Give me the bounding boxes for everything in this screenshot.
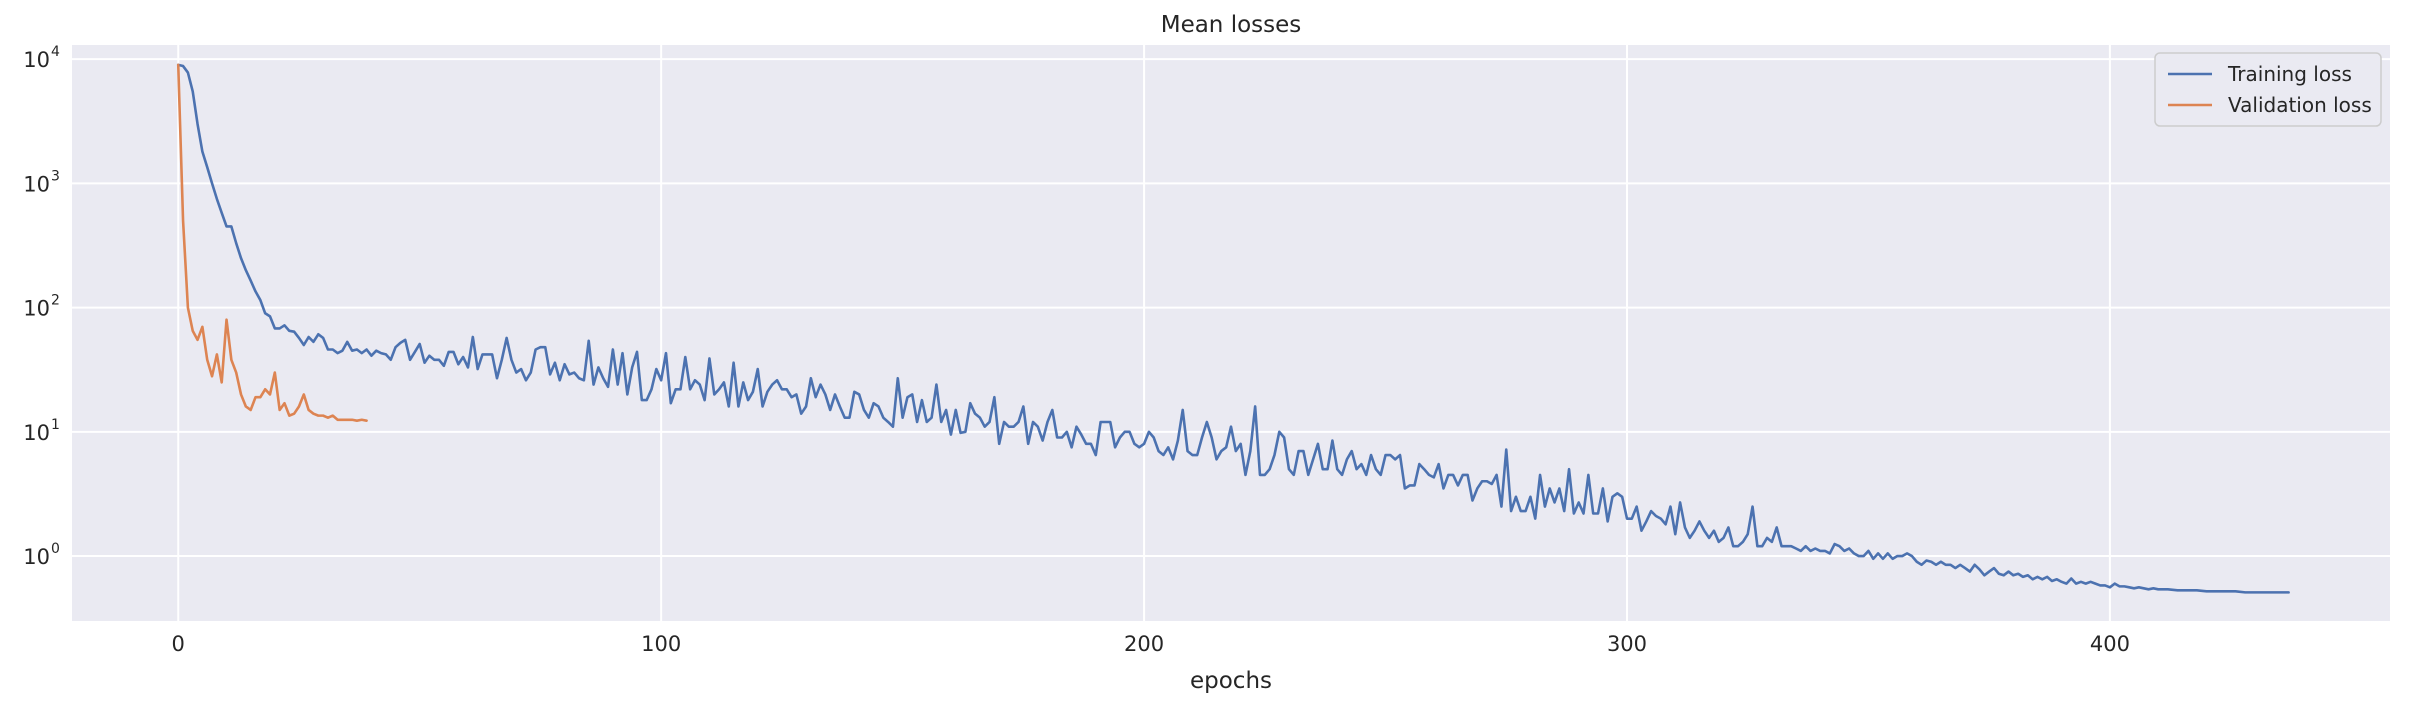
series-lines xyxy=(176,63,2290,594)
legend-label-validation: Validation loss xyxy=(2228,93,2372,117)
x-tick-label: 100 xyxy=(641,632,681,656)
y-tick-exponent: 2 xyxy=(51,293,60,309)
training-loss-line xyxy=(176,63,2290,594)
y-tick-label: 10 1 xyxy=(23,417,60,445)
y-tick-exponent: 0 xyxy=(51,541,60,557)
y-tick-base: 10 xyxy=(23,48,50,72)
y-tick-base: 10 xyxy=(23,172,50,196)
x-axis-ticks: 0 100 200 300 400 xyxy=(172,632,2130,656)
y-tick-exponent: 1 xyxy=(51,417,60,433)
y-tick-label: 10 2 xyxy=(23,293,60,321)
y-tick-exponent: 4 xyxy=(51,44,60,60)
legend: Training loss Validation loss xyxy=(2154,52,2382,127)
x-axis-label: epochs xyxy=(1190,668,1272,694)
legend-label-training: Training loss xyxy=(2227,62,2352,86)
x-tick-label: 300 xyxy=(1607,632,1647,656)
y-tick-label: 10 3 xyxy=(23,168,60,196)
legend-box xyxy=(2154,52,2382,127)
y-tick-base: 10 xyxy=(23,421,50,445)
y-tick-label: 10 0 xyxy=(23,541,60,569)
x-tick-label: 400 xyxy=(2090,632,2130,656)
x-tick-label: 0 xyxy=(172,632,185,656)
chart-title: Mean losses xyxy=(1161,12,1302,38)
y-tick-base: 10 xyxy=(23,545,50,569)
validation-loss-line xyxy=(176,63,368,422)
y-tick-exponent: 3 xyxy=(51,168,60,184)
y-tick-label: 10 4 xyxy=(23,44,60,72)
y-tick-base: 10 xyxy=(23,297,50,321)
x-tick-label: 200 xyxy=(1124,632,1164,656)
plot-area xyxy=(72,45,2390,621)
